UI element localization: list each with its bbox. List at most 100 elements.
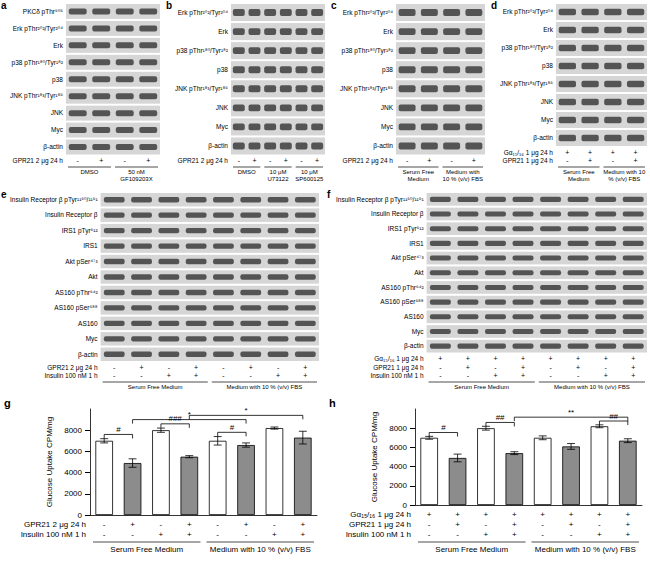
svg-text:-: - (160, 520, 163, 529)
svg-text:10 μM: 10 μM (301, 169, 318, 175)
svg-text:**: ** (568, 408, 574, 417)
svg-text:-: - (250, 372, 253, 379)
svg-text:U73122: U73122 (267, 176, 289, 182)
svg-text:Medium: Medium (568, 176, 589, 182)
svg-text:-: - (494, 364, 497, 371)
svg-text:-: - (577, 372, 580, 379)
svg-text:GPR21 1 μg 24 h: GPR21 1 μg 24 h (349, 520, 411, 529)
svg-text:Erk pThr²⁰²/Tyr²⁰⁴: Erk pThr²⁰²/Tyr²⁰⁴ (13, 25, 63, 33)
svg-text:Insulin Receptor β: Insulin Receptor β (45, 211, 98, 219)
svg-text:GPR21 1 μg 24 h: GPR21 1 μg 24 h (503, 157, 554, 165)
svg-text:b: b (166, 0, 172, 11)
svg-text:+: + (472, 157, 476, 164)
svg-text:Medium with 10: Medium with 10 (603, 169, 646, 175)
svg-text:Myc: Myc (216, 123, 229, 131)
svg-text:-: - (245, 530, 248, 539)
svg-text:-: - (168, 364, 171, 371)
svg-text:+: + (625, 530, 630, 539)
svg-text:p38: p38 (382, 66, 393, 74)
svg-text:% (v/v) FBS: % (v/v) FBS (608, 176, 640, 182)
svg-text:+: + (303, 372, 307, 379)
svg-text:+: + (244, 520, 249, 529)
svg-text:JNK pThr¹⁸³/Tyr¹⁸⁵: JNK pThr¹⁸³/Tyr¹⁸⁵ (340, 85, 393, 93)
svg-text:GPR21 2 μg 24 h: GPR21 2 μg 24 h (47, 364, 98, 372)
svg-text:p38: p38 (542, 62, 553, 70)
svg-text:β-actin: β-actin (373, 142, 393, 150)
svg-text:+: + (484, 530, 489, 539)
svg-text:2000: 2000 (64, 489, 82, 498)
svg-text:Gα₁₅/₁₆ 1 μg 24 h: Gα₁₅/₁₆ 1 μg 24 h (504, 149, 554, 157)
svg-text:p38: p38 (217, 66, 228, 74)
svg-text:-: - (222, 364, 225, 371)
svg-text:p38: p38 (52, 76, 63, 84)
svg-text:-: - (485, 520, 488, 529)
svg-text:Gα₁₅/₁₆ 1 μg 24 h: Gα₁₅/₁₆ 1 μg 24 h (350, 510, 411, 519)
svg-text:Serum Free: Serum Free (563, 169, 595, 175)
svg-text:JNK pThr¹⁸³/Tyr¹⁸⁵: JNK pThr¹⁸³/Tyr¹⁸⁵ (500, 80, 553, 88)
svg-text:Insulin 100 nM 1 h: Insulin 100 nM 1 h (44, 372, 98, 379)
svg-text:#: # (441, 423, 446, 432)
svg-text:-: - (612, 157, 615, 164)
svg-text:-: - (467, 372, 470, 379)
svg-text:+: + (512, 520, 517, 529)
svg-text:DMSO: DMSO (238, 169, 256, 175)
svg-text:Myc: Myc (412, 328, 425, 336)
svg-text:Myc: Myc (51, 126, 64, 134)
svg-text:Myc: Myc (381, 123, 394, 131)
svg-text:Medium with 10 % (v/v) FBS: Medium with 10 % (v/v) FBS (535, 545, 636, 554)
svg-text:+: + (427, 510, 432, 519)
svg-text:GPR21 2 μg 24 h: GPR21 2 μg 24 h (13, 157, 64, 165)
svg-text:0: 0 (78, 511, 83, 520)
svg-text:+: + (276, 372, 280, 379)
svg-text:IRS1: IRS1 (83, 242, 98, 249)
svg-text:-: - (439, 364, 442, 371)
svg-text:+: + (588, 157, 592, 164)
svg-text:4000: 4000 (389, 462, 407, 471)
svg-text:-: - (103, 530, 106, 539)
svg-text:JNK pThr¹⁸³/Tyr¹⁸⁵: JNK pThr¹⁸³/Tyr¹⁸⁵ (10, 92, 63, 100)
svg-text:-: - (541, 530, 544, 539)
svg-text:+: + (540, 510, 545, 519)
svg-text:##: ## (609, 412, 618, 421)
svg-text:AS160: AS160 (78, 320, 98, 327)
svg-text:+: + (549, 355, 553, 362)
svg-text:Serum Free Medium: Serum Free Medium (435, 545, 508, 554)
svg-text:+: + (634, 157, 638, 164)
svg-text:6000: 6000 (64, 447, 82, 456)
svg-text:+: + (427, 157, 431, 164)
svg-text:-: - (439, 372, 442, 379)
svg-text:#: # (116, 425, 121, 434)
svg-text:Serum Free Medium: Serum Free Medium (110, 545, 183, 554)
svg-text:Medium with 10 % (v/v) FBS: Medium with 10 % (v/v) FBS (210, 545, 311, 554)
svg-text:p38 pThr¹⁸⁰/Tyr¹⁸²: p38 pThr¹⁸⁰/Tyr¹⁸² (342, 47, 394, 55)
svg-text:JNK pThr¹⁸³/Tyr¹⁸⁵: JNK pThr¹⁸³/Tyr¹⁸⁵ (175, 85, 228, 93)
svg-text:+: + (300, 530, 305, 539)
svg-text:+: + (187, 530, 192, 539)
svg-text:h: h (329, 397, 336, 409)
svg-text:-: - (549, 364, 552, 371)
svg-text:8000: 8000 (389, 424, 407, 433)
svg-text:-: - (273, 520, 276, 529)
svg-text:+: + (604, 355, 608, 362)
svg-text:Insulin Receptor β: Insulin Receptor β (371, 210, 424, 218)
svg-text:SP600125: SP600125 (295, 176, 324, 182)
svg-text:+: + (284, 157, 288, 164)
svg-text:Akt pSer⁴⁷³: Akt pSer⁴⁷³ (391, 254, 424, 262)
svg-text:+: + (194, 364, 198, 371)
svg-text:+: + (300, 520, 305, 529)
svg-text:AS160 pThr⁶⁴²: AS160 pThr⁶⁴² (55, 289, 98, 297)
svg-text:+: + (597, 530, 602, 539)
svg-text:+: + (99, 157, 103, 164)
svg-text:-: - (222, 372, 225, 379)
svg-text:+: + (466, 355, 470, 362)
svg-text:+: + (167, 372, 171, 379)
svg-text:JNK: JNK (51, 109, 64, 116)
svg-text:GPR21 2 μg 24 h: GPR21 2 μg 24 h (343, 157, 394, 165)
svg-text:Akt: Akt (414, 269, 424, 276)
svg-text:-: - (456, 530, 459, 539)
svg-text:+: + (493, 372, 497, 379)
svg-text:+: + (521, 372, 525, 379)
svg-text:+: + (521, 355, 525, 362)
svg-text:PKCδ pThr⁵⁰⁵: PKCδ pThr⁵⁰⁵ (23, 8, 63, 16)
svg-text:Insulin 100 nM 1 h: Insulin 100 nM 1 h (370, 372, 424, 379)
